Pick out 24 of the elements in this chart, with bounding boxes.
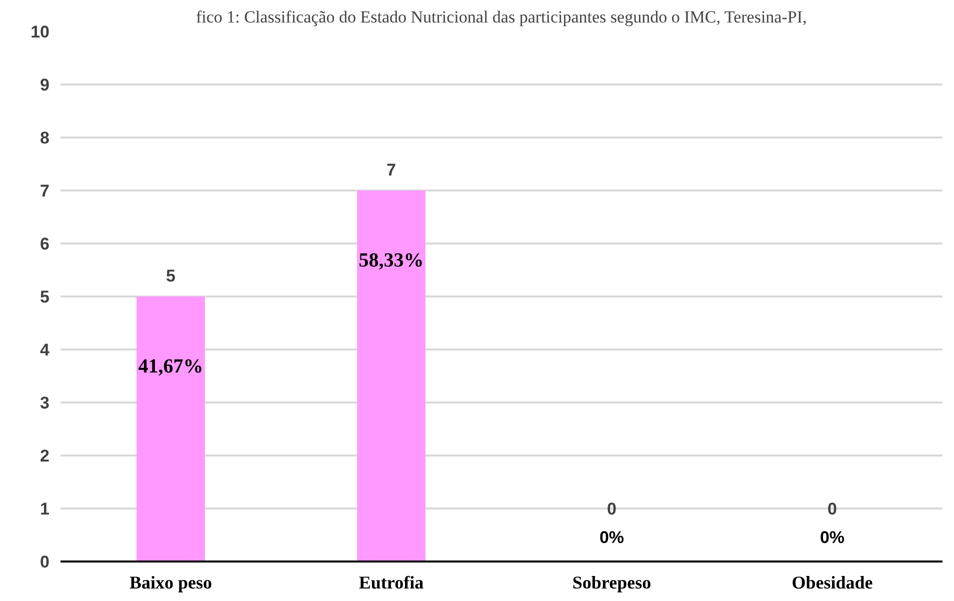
annotation: 58,33%: [358, 250, 424, 272]
data-label: 7: [386, 160, 396, 180]
x-tick-label: Eutrofia: [358, 572, 424, 592]
x-tick-label: Baixo peso: [129, 572, 212, 592]
annotation: 0%: [599, 528, 624, 547]
data-label: 0: [828, 500, 837, 518]
data-label: 0: [607, 500, 616, 518]
annotation: 0%: [820, 528, 845, 547]
y-tick-label: 0: [40, 552, 50, 572]
x-tick-label: Obesidade: [792, 572, 873, 592]
chart-title: fico 1: Classificação do Estado Nutricional das participantes segundo o IMC, Teresina-PI,: [196, 8, 807, 26]
y-tick-label: 9: [40, 76, 50, 94]
y-tick-label: 3: [40, 394, 50, 412]
y-tick-label: 5: [40, 288, 50, 306]
y-tick-label: 1: [40, 500, 50, 518]
data-label: 5: [166, 266, 176, 286]
annotation: 41,67%: [138, 356, 204, 378]
y-tick-label: 10: [30, 22, 50, 42]
y-tick-label: 6: [40, 234, 50, 254]
y-tick-label: 2: [40, 446, 50, 466]
y-tick-label: 8: [40, 128, 50, 148]
y-tick-label: 7: [40, 182, 50, 200]
x-tick-label: Sobrepeso: [572, 572, 652, 592]
y-tick-label: 4: [40, 340, 50, 360]
